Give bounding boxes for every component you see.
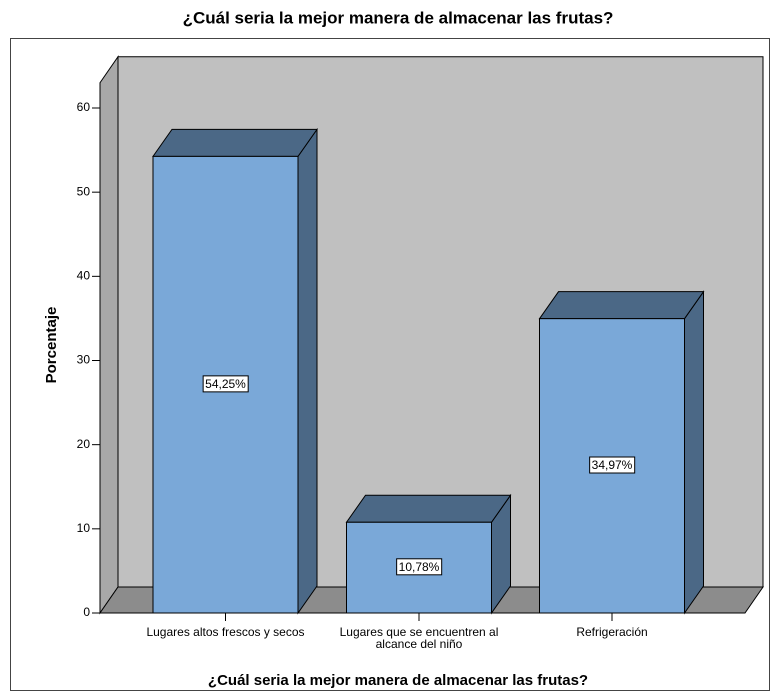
y-tick-label: 50 — [77, 184, 91, 198]
value-label: 10,78% — [399, 560, 440, 574]
x-tick-label: Lugares altos frescos y secos — [146, 625, 305, 639]
value-label: 54,25% — [205, 377, 246, 391]
y-axis-title: Porcentaje — [43, 307, 60, 384]
bar-side — [297, 127, 318, 615]
x-tick-label: Refrigeración — [576, 625, 648, 639]
value-label-box — [202, 375, 249, 393]
bar-top — [152, 128, 318, 157]
bar-top — [538, 291, 705, 320]
x-axis-title: ¿Cuál seria la mejor manera de almacenar… — [208, 672, 588, 689]
bar-top — [345, 494, 512, 523]
y-tick-label: 30 — [77, 353, 91, 367]
y-tick-label: 10 — [77, 521, 91, 535]
value-label-box — [396, 558, 443, 576]
y-tick-label: 20 — [77, 437, 91, 451]
value-label-box — [589, 456, 636, 474]
x-tick-label: Lugares que se encuentren al alcance del… — [339, 625, 499, 651]
left-wall — [99, 55, 119, 615]
y-tick-label: 60 — [77, 100, 91, 114]
y-tick-label: 40 — [77, 269, 91, 283]
bar-side — [684, 290, 704, 615]
y-tick-label: 0 — [83, 605, 90, 619]
value-label: 34,97% — [592, 458, 633, 472]
chart-title: ¿Cuál seria la mejor manera de almacenar… — [183, 8, 614, 27]
